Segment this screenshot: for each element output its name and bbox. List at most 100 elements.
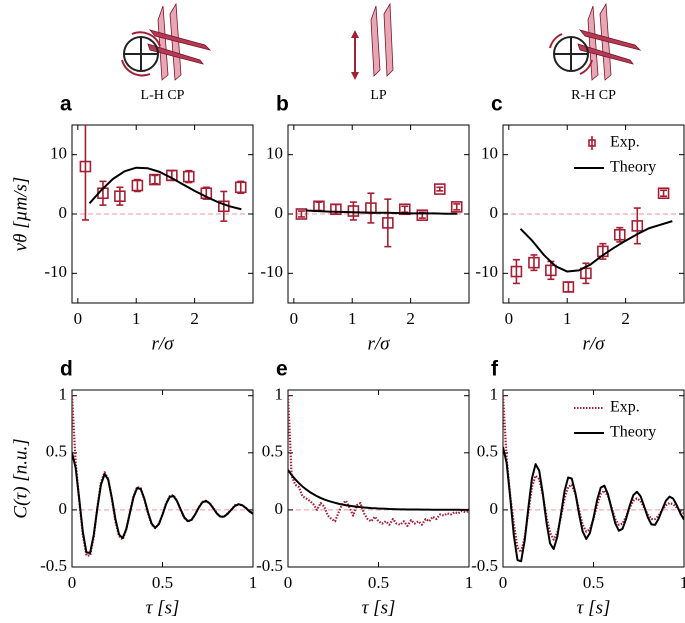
marker <box>79 160 92 173</box>
y-tick-label: -10 <box>475 262 498 281</box>
x-tick-label: 2 <box>190 309 199 328</box>
legend-label: Theory <box>610 424 656 441</box>
marker <box>382 217 394 229</box>
panel: 0 1 2 -10 0 10 a L-H CP r/σ vθ [µm/s] <box>10 88 254 354</box>
x-tick-label: 2 <box>406 309 415 328</box>
y-tick-label: 0.5 <box>46 442 67 461</box>
x-tick-label: 0.5 <box>368 573 389 592</box>
x-tick-label: 0 <box>68 573 77 592</box>
marker <box>330 203 342 216</box>
panel-label: f <box>491 358 499 381</box>
plot-area <box>79 125 247 222</box>
marker <box>580 267 592 280</box>
marker <box>416 209 429 221</box>
x-tick-label: 1 <box>563 309 572 328</box>
x-tick-label: 0 <box>499 573 508 592</box>
marker <box>131 179 144 192</box>
plot-area <box>503 395 684 563</box>
y-tick-label: -10 <box>260 262 283 281</box>
x-tick-label: 0 <box>290 309 299 328</box>
panel-label: c <box>491 93 503 116</box>
marker <box>545 264 557 277</box>
x-axis-label: r/σ <box>151 333 174 354</box>
icon-lh-cp <box>121 2 212 81</box>
legend-symbol <box>588 139 596 147</box>
y-tick-label: 10 <box>50 144 67 163</box>
y-tick-label: 0 <box>490 203 499 222</box>
plot-area <box>72 395 253 557</box>
plot-area <box>288 395 469 527</box>
y-tick-label: -0.5 <box>40 556 67 575</box>
marker <box>562 281 575 293</box>
panel-label: d <box>60 358 73 381</box>
marker <box>528 256 540 269</box>
legend-label: Theory <box>610 159 656 176</box>
series-line <box>305 209 458 215</box>
marker <box>347 205 360 217</box>
x-tick-label: 1 <box>680 573 685 592</box>
series-line <box>288 469 469 511</box>
marker <box>114 190 126 202</box>
panel-label: e <box>276 358 288 381</box>
x-tick-label: 1 <box>132 309 141 328</box>
y-tick-label: -0.5 <box>256 556 283 575</box>
marker <box>613 228 626 241</box>
x-axis-label: r/σ <box>367 333 390 354</box>
marker <box>450 201 463 213</box>
y-tick-label: -10 <box>44 262 67 281</box>
x-tick-label: 1 <box>249 573 258 592</box>
y-axis-label: C(τ) [n.u.] <box>10 438 31 518</box>
legend-label: Exp. <box>610 399 640 416</box>
x-axis-label: τ [s] <box>577 597 611 618</box>
marker <box>657 187 670 200</box>
axes-box <box>287 389 470 568</box>
icon-rh-cp <box>549 2 642 81</box>
x-axis-label: τ [s] <box>146 597 180 618</box>
y-tick-label: 1 <box>59 385 68 404</box>
panel: 0 1 2 -10 0 10 b LP r/σ <box>260 88 470 354</box>
marker <box>510 265 523 278</box>
y-axis-label: vθ [µm/s] <box>10 177 31 252</box>
marker <box>631 220 644 232</box>
panel-header: LP <box>370 88 387 103</box>
series-line <box>519 220 673 273</box>
panel-label: b <box>276 93 289 116</box>
marker <box>149 173 161 186</box>
y-tick-label: 0.5 <box>477 442 498 461</box>
x-axis-label: r/σ <box>582 333 605 354</box>
y-tick-label: 1 <box>490 385 499 404</box>
x-tick-label: 1 <box>348 309 357 328</box>
marker <box>234 181 247 194</box>
marker <box>182 170 195 183</box>
panel: 0 1 2 -10 0 10 Exp. Theory c R-H CP r/σ <box>475 88 685 354</box>
x-tick-label: 0.5 <box>152 573 173 592</box>
series-line <box>503 446 684 563</box>
legend-label: Exp. <box>610 134 640 151</box>
y-tick-label: 0 <box>275 499 284 518</box>
x-tick-label: 0.5 <box>583 573 604 592</box>
marker <box>295 208 308 220</box>
y-tick-label: -0.5 <box>471 556 498 575</box>
y-tick-label: 0 <box>490 499 499 518</box>
marker <box>434 183 446 195</box>
panel-header: L-H CP <box>141 88 185 103</box>
x-axis-label: τ [s] <box>362 597 396 618</box>
series-line <box>288 395 469 527</box>
panel-label: a <box>60 93 72 116</box>
series-line <box>88 166 242 211</box>
y-tick-label: 10 <box>481 144 498 163</box>
plot-area <box>295 183 463 248</box>
x-tick-label: 1 <box>465 573 474 592</box>
y-tick-label: 0.5 <box>262 442 283 461</box>
y-tick-label: 1 <box>275 385 284 404</box>
x-tick-label: 0 <box>284 573 293 592</box>
icon-lp <box>351 2 394 80</box>
plot-area <box>510 187 673 293</box>
x-tick-label: 0 <box>74 309 83 328</box>
y-tick-label: 0 <box>275 203 284 222</box>
panel-header: R-H CP <box>571 88 616 103</box>
x-tick-label: 0 <box>505 309 514 328</box>
x-tick-label: 2 <box>621 309 630 328</box>
